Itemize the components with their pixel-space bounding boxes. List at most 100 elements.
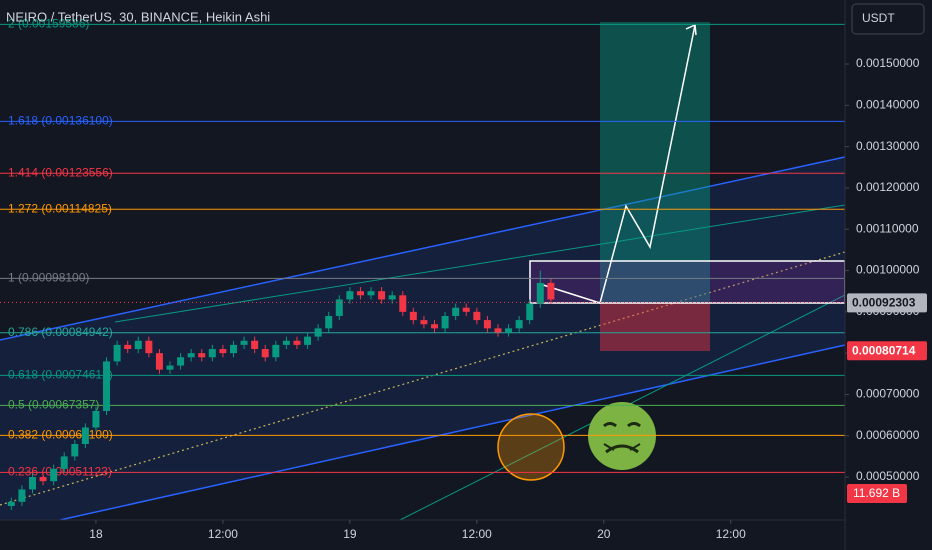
candle-body	[325, 315, 333, 329]
time-axis	[0, 520, 845, 550]
x-tick-label: 18	[89, 527, 103, 541]
candle-body	[462, 307, 470, 312]
candle-body	[547, 282, 555, 300]
fib-levels: 2 (0.00159586) 1.618 (0.00136100) 1.414 (0…	[0, 17, 845, 479]
candle-body	[103, 361, 111, 411]
candle-body	[177, 357, 185, 366]
candle-body	[388, 295, 396, 300]
candle-body	[483, 320, 491, 329]
chart-title: NEIRO / TetherUS, 30, BINANCE, Heikin As…	[6, 9, 270, 24]
y-tick-label: 0.00100000	[856, 263, 920, 277]
candle-body	[50, 468, 58, 482]
y-tick-label: 0.00130000	[856, 139, 920, 153]
sick-face-emoji	[588, 402, 656, 470]
candle-body	[240, 340, 248, 345]
candle-body	[409, 311, 417, 321]
candles	[0, 270, 845, 511]
fib-label: 1 (0.00098100)	[8, 271, 89, 285]
candle-body	[60, 456, 68, 469]
candle-body	[452, 307, 460, 316]
candle-body	[208, 349, 216, 358]
fib-label: 0.786 (0.00084942)	[8, 325, 113, 339]
x-tick-label: 20	[597, 527, 611, 541]
y-tick-label: 0.00110000	[856, 221, 919, 235]
x-tick-label: 12:00	[716, 527, 746, 541]
candle-body	[473, 311, 481, 321]
fib-label: 0.5 (0.00067357)	[8, 398, 99, 412]
candle-body	[187, 353, 195, 358]
candle-body	[124, 344, 132, 350]
candle-body	[71, 444, 79, 457]
candle-body	[378, 291, 386, 300]
candle-body	[39, 477, 47, 482]
candle-body	[505, 328, 513, 333]
y-tick-label: 0.00060000	[856, 428, 920, 442]
trend-dotted	[0, 251, 846, 506]
x-tick-label: 12:00	[208, 527, 238, 541]
fib-label: 0.618 (0.00074612)	[8, 368, 113, 382]
fib-label: 1.414 (0.00123556)	[8, 165, 113, 179]
candle-body	[441, 315, 449, 329]
candle-body	[81, 427, 89, 445]
channel-lower	[59, 344, 846, 521]
candle-body	[356, 291, 364, 296]
position-target	[600, 22, 710, 303]
price-badge	[847, 293, 927, 313]
y-tick-label: 0.00150000	[856, 56, 920, 70]
candle-body	[261, 349, 269, 358]
price-axis	[845, 0, 932, 550]
candle-body	[399, 295, 407, 312]
candle-body	[293, 340, 301, 345]
candle-body	[272, 344, 280, 358]
candle-body	[346, 291, 354, 300]
drawings	[0, 22, 846, 521]
candle-body	[420, 320, 428, 325]
candle-body	[18, 489, 26, 502]
x-tick-label: 12:00	[462, 527, 492, 541]
channel-fill	[0, 157, 845, 520]
candle-body	[282, 340, 290, 345]
price-badge-label: 0.00080714	[852, 343, 916, 357]
candle-body	[166, 365, 174, 370]
range-box	[529, 260, 846, 304]
currency-button[interactable]	[851, 3, 925, 35]
candle-body	[431, 324, 439, 329]
y-tick-label: 0.00070000	[856, 387, 920, 401]
y-tick-label: 0.00050000	[856, 469, 920, 483]
candle-body	[229, 344, 237, 354]
candle-body	[304, 336, 312, 345]
channel-upper	[0, 156, 846, 341]
candle-body	[251, 340, 259, 350]
fib-label: 1.272 (0.00114825)	[8, 201, 112, 215]
y-tick-label: 0.00120000	[856, 180, 920, 194]
candle-body	[494, 328, 502, 333]
candle-body	[198, 353, 206, 358]
fib-label: 0.382 (0.00060100)	[8, 428, 113, 442]
price-badge	[847, 341, 927, 361]
position-stop	[600, 303, 710, 351]
volume-badge-label: 11.692 B	[853, 486, 900, 500]
fib-label: 0.236 (0.00051123)	[8, 465, 112, 479]
candle-body	[155, 353, 163, 370]
fib-label: 1.618 (0.00136100)	[8, 114, 113, 128]
projection-arrow	[685, 23, 697, 36]
volume-badge	[847, 484, 907, 503]
candle-body	[134, 340, 142, 350]
currency-button-label[interactable]: USDT	[862, 11, 895, 25]
candle-body	[314, 328, 322, 337]
candle-body	[335, 299, 343, 316]
candle-body	[367, 291, 375, 296]
candle-body	[536, 282, 544, 304]
candle-body	[219, 349, 227, 354]
fib-label: 2 (0.00159586)	[8, 17, 89, 31]
price-badge-label: 0.00092303	[852, 295, 916, 309]
highlight-circle	[497, 413, 565, 481]
candle-body	[28, 477, 36, 490]
y-tick-label: 0.00140000	[856, 97, 920, 111]
candle-body	[113, 344, 121, 362]
candle-body	[145, 340, 153, 354]
candle-body	[526, 303, 534, 321]
candle-body	[92, 410, 100, 428]
